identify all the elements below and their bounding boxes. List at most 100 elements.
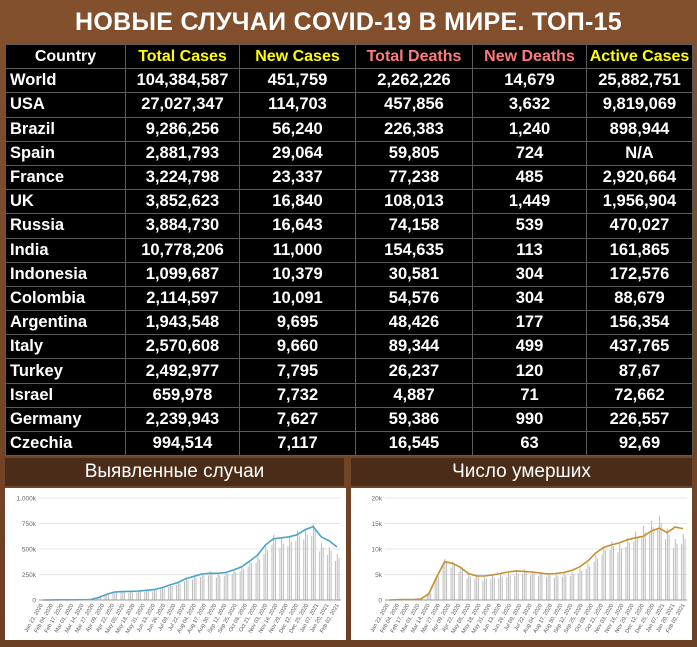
bar <box>555 573 557 600</box>
value-cell: 114,703 <box>239 92 356 118</box>
value-cell: 88,679 <box>586 285 693 312</box>
value-cell: 25,882,751 <box>586 68 693 94</box>
bar <box>191 579 193 600</box>
trend-line <box>388 526 684 601</box>
bar <box>636 536 638 600</box>
value-cell: 3,632 <box>472 92 587 118</box>
bar <box>274 539 276 600</box>
value-cell: 304 <box>472 261 587 287</box>
covid-table: Country Total Cases New Cases Total Deat… <box>5 43 693 457</box>
bar <box>525 571 527 600</box>
country-cell: Brazil <box>5 116 126 142</box>
bar <box>312 524 314 600</box>
y-tick-label: 0 <box>32 598 36 605</box>
bar <box>169 584 171 600</box>
bar <box>195 577 197 600</box>
bar <box>168 586 170 600</box>
bar <box>171 585 173 600</box>
bar <box>485 578 487 600</box>
value-cell: 9,819,069 <box>586 92 693 118</box>
bar <box>304 528 306 600</box>
bar <box>138 590 140 600</box>
value-cell: 11,000 <box>239 237 356 263</box>
value-cell: 27,027,347 <box>125 92 240 118</box>
country-cell: Russia <box>5 213 126 239</box>
bar <box>595 555 597 600</box>
bar <box>628 542 630 600</box>
value-cell: 1,943,548 <box>125 310 240 336</box>
country-cell: Spain <box>5 140 126 166</box>
bar <box>561 577 563 600</box>
value-cell: 16,840 <box>239 189 356 215</box>
bar <box>603 546 605 600</box>
y-tick-label: 1,000k <box>16 496 36 503</box>
bar <box>161 587 163 600</box>
bar <box>617 552 619 600</box>
bar <box>108 595 110 600</box>
value-cell: 16,643 <box>239 213 356 239</box>
country-cell: Colombia <box>5 285 126 312</box>
bar <box>460 566 462 600</box>
bar <box>100 597 102 600</box>
header-new-deaths: New Deaths <box>472 43 587 70</box>
bar <box>625 547 627 600</box>
country-cell: France <box>5 164 126 191</box>
table-row: UK 3,852,623 16,840 108,013 1,449 1,956,904 <box>5 189 693 215</box>
bar <box>160 589 162 600</box>
bar <box>179 583 181 600</box>
bar <box>131 592 133 600</box>
bar <box>227 574 229 600</box>
bar <box>265 545 267 600</box>
bar <box>217 573 219 600</box>
bar <box>289 536 291 600</box>
bar <box>523 569 525 600</box>
y-tick-label: 15k <box>372 521 383 528</box>
bar <box>585 568 587 600</box>
table-row: India 10,778,206 11,000 154,635 113 161,865 <box>5 237 693 263</box>
table-row: France 3,224,798 23,337 77,238 485 2,920,664 <box>5 164 693 191</box>
value-cell: 10,379 <box>239 261 356 287</box>
bar <box>176 584 178 600</box>
bar <box>136 592 138 600</box>
bar <box>611 541 613 600</box>
bar <box>539 571 541 600</box>
country-cell: Czechia <box>5 430 126 457</box>
bar <box>613 546 615 600</box>
bar <box>506 577 508 600</box>
bar <box>490 579 492 600</box>
value-cell: 1,449 <box>472 189 587 215</box>
bar <box>681 543 683 600</box>
bar <box>649 532 651 600</box>
table-row: Israel 659,978 7,732 4,887 71 72,662 <box>5 382 693 408</box>
bar <box>436 574 438 600</box>
value-cell: 9,695 <box>239 310 356 336</box>
bar <box>660 522 662 600</box>
bar <box>225 571 227 600</box>
bar <box>336 554 338 600</box>
value-cell: 59,386 <box>355 406 473 433</box>
bar <box>193 576 195 600</box>
bar <box>652 527 654 600</box>
value-cell: 89,344 <box>355 334 473 360</box>
bar <box>547 572 549 600</box>
bar <box>498 578 500 600</box>
bar <box>215 577 217 600</box>
value-cell: 7,627 <box>239 406 356 433</box>
bar <box>306 534 308 600</box>
bar <box>327 554 329 600</box>
value-cell: 56,240 <box>239 116 356 142</box>
value-cell: 10,091 <box>239 285 356 312</box>
value-cell: 539 <box>472 213 587 239</box>
bar <box>531 570 533 600</box>
value-cell: 10,778,206 <box>125 237 240 263</box>
bar <box>201 572 203 600</box>
bar <box>553 577 555 600</box>
value-cell: 994,514 <box>125 430 240 457</box>
table-body: World 104,384,587 451,759 2,262,226 14,679 25… <box>5 68 693 457</box>
bar <box>144 591 146 600</box>
bar <box>251 563 253 600</box>
cases-chart: 0 250k 500k 750k 1,000k Jan 22, 2020 Feb 04, 2… <box>5 488 346 640</box>
value-cell: 7,117 <box>239 430 356 457</box>
